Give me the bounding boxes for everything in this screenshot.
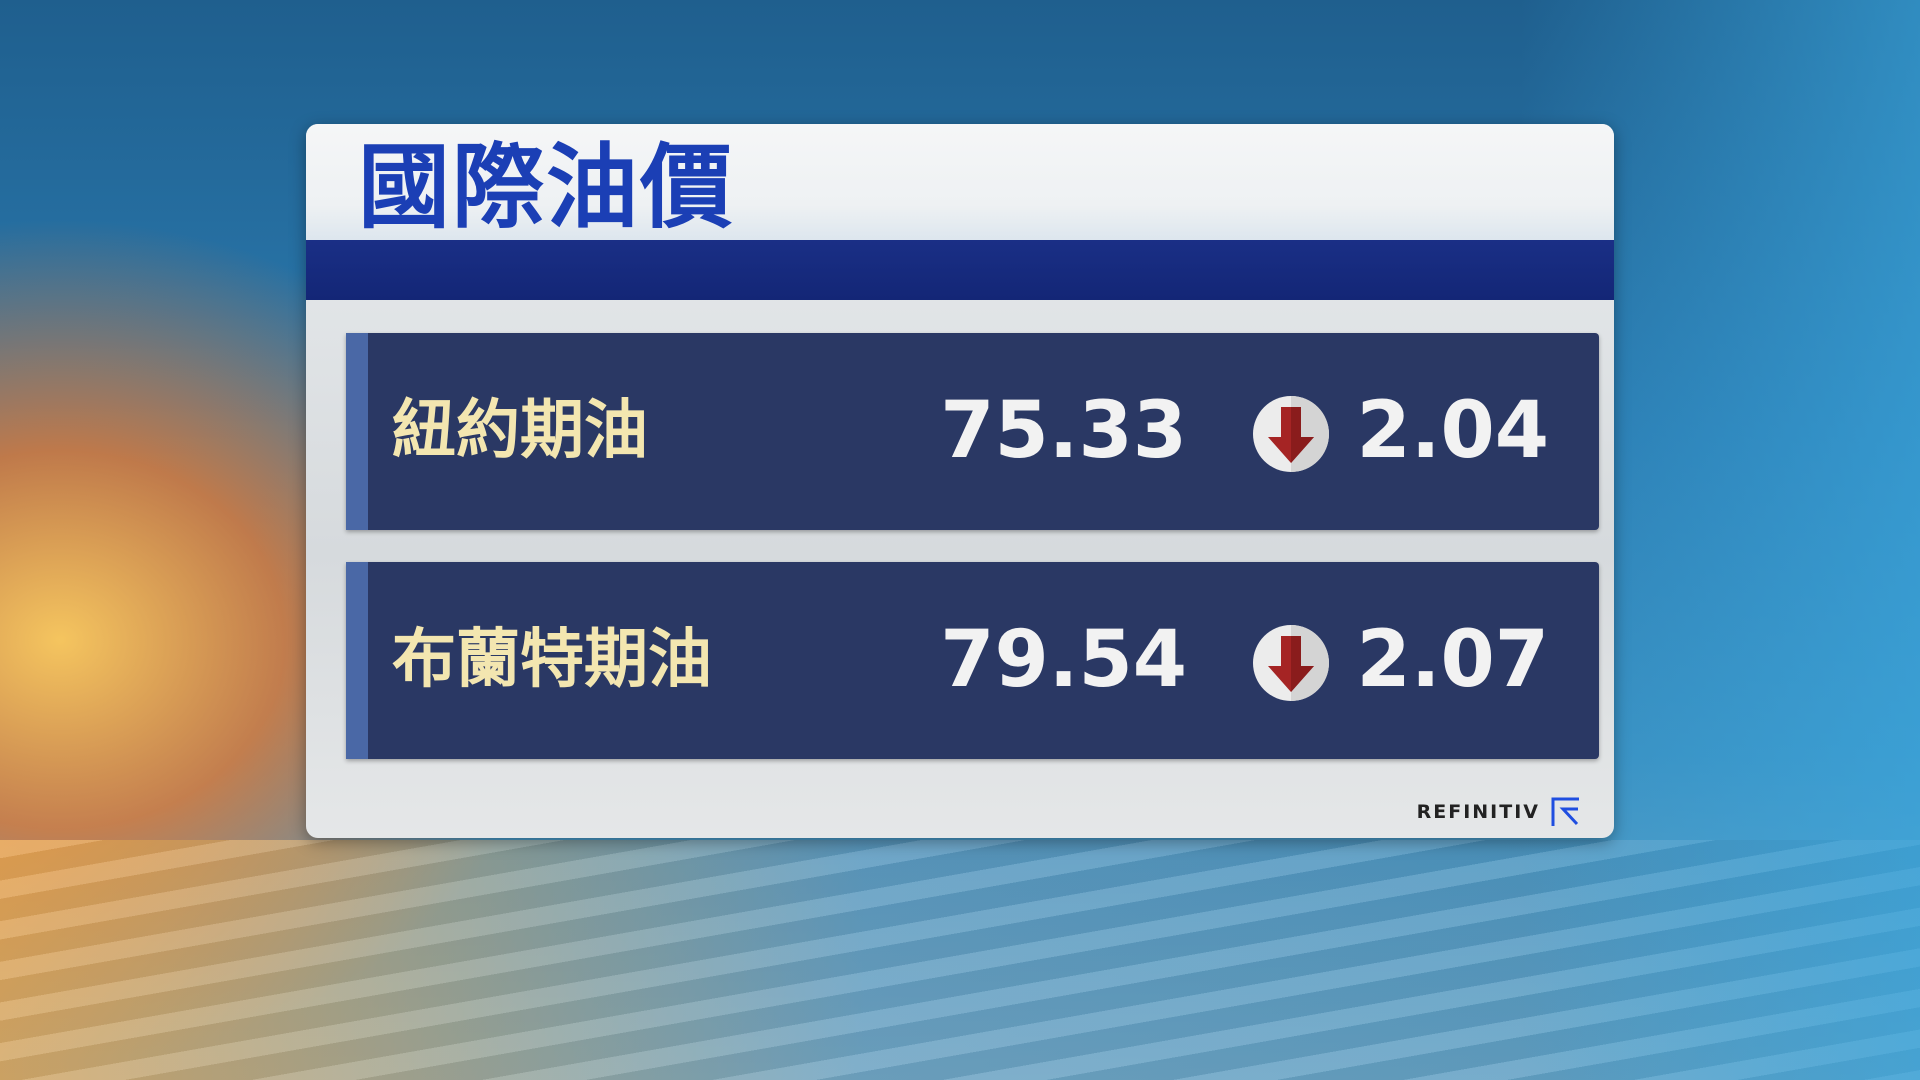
panel-header: 國際油價	[306, 124, 1614, 240]
price-row-nymex: 紐約期油 75.33 2.04	[346, 333, 1599, 530]
change-value: 2.07	[1356, 615, 1549, 705]
commodity-name: 紐約期油	[392, 394, 648, 468]
refinitiv-mark-icon	[1551, 797, 1579, 826]
price-value: 79.54	[940, 615, 1187, 705]
header-band	[306, 240, 1614, 300]
price-value: 75.33	[940, 386, 1187, 476]
commodity-name: 布蘭特期油	[392, 623, 712, 697]
oil-price-panel: 國際油價 紐約期油 75.33 2.04 布蘭特期油 79.54 2.07 RE…	[306, 124, 1614, 838]
source-label: REFINITIV	[1416, 801, 1540, 823]
price-row-brent: 布蘭特期油 79.54 2.07	[346, 562, 1599, 759]
down-arrow-icon	[1253, 625, 1329, 701]
refinitiv-logo: REFINITIV	[1417, 796, 1582, 828]
down-arrow-icon	[1253, 396, 1329, 472]
panel-title: 國際油價	[358, 134, 735, 241]
change-value: 2.04	[1356, 386, 1549, 476]
